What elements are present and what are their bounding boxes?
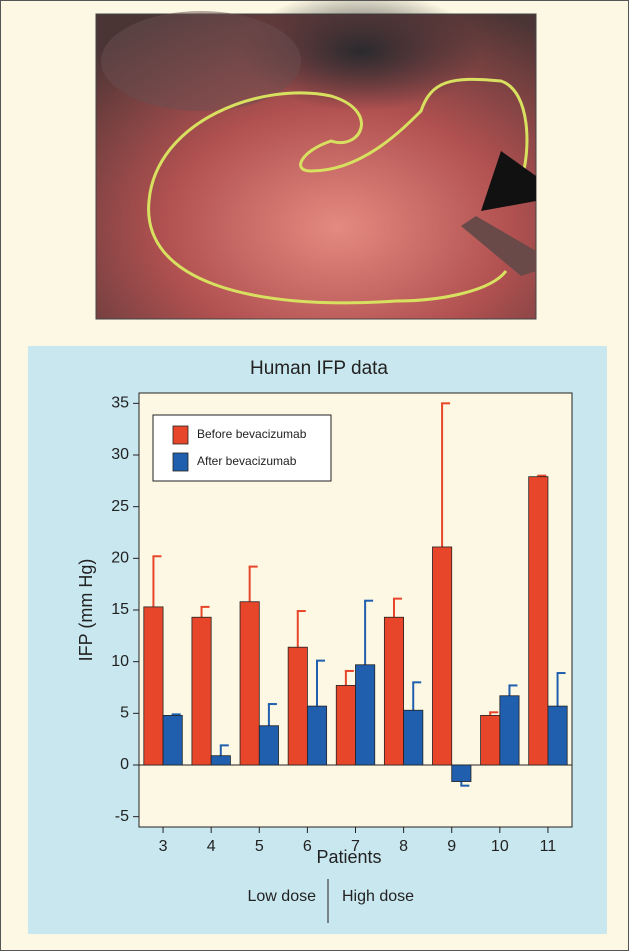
x-tick-label: 10 (491, 838, 509, 855)
bar (355, 664, 376, 766)
y-axis-label: IFP (mm Hg) (76, 559, 96, 662)
x-tick-label: 9 (447, 838, 456, 855)
y-tick-label: 15 (111, 601, 129, 618)
bar (210, 755, 231, 766)
dose-label: Low dose (248, 888, 317, 905)
y-tick-label: 5 (120, 705, 129, 722)
bar (403, 709, 424, 766)
legend-label: Before bevacizumab (197, 427, 307, 441)
x-tick-label: 6 (303, 838, 312, 855)
x-tick-label: 4 (207, 838, 216, 855)
x-tick-label: 5 (255, 838, 264, 855)
dose-label: High dose (342, 888, 414, 905)
x-tick-label: 3 (159, 838, 168, 855)
bar (258, 725, 279, 766)
x-tick-label: 11 (540, 838, 557, 855)
legend-swatch (172, 452, 189, 472)
y-tick-label: 10 (111, 653, 129, 670)
y-tick-label: 0 (120, 756, 129, 773)
photo (95, 1, 537, 320)
x-tick-label: 7 (351, 838, 360, 855)
legend-swatch (172, 425, 189, 445)
bar (480, 715, 501, 766)
bar (287, 646, 308, 766)
y-tick-label: 30 (111, 446, 129, 463)
bar (335, 685, 356, 766)
bar (306, 705, 328, 766)
bar (162, 715, 183, 766)
bar (383, 616, 405, 766)
y-tick-label: -5 (115, 808, 129, 825)
y-tick-label: 35 (111, 395, 129, 412)
bar (528, 476, 549, 766)
bar (239, 601, 260, 766)
bar (547, 705, 568, 766)
legend-label: After bevacizumab (197, 454, 297, 468)
bar (499, 695, 520, 766)
bar (432, 546, 453, 766)
bar (143, 606, 164, 766)
bar (451, 764, 472, 782)
y-tick-label: 25 (111, 498, 129, 515)
x-tick-label: 8 (399, 838, 408, 855)
x-axis-label: Patients (316, 847, 381, 867)
chart-title: Human IFP data (250, 358, 388, 379)
bar (191, 616, 212, 766)
y-tick-label: 20 (111, 550, 129, 567)
